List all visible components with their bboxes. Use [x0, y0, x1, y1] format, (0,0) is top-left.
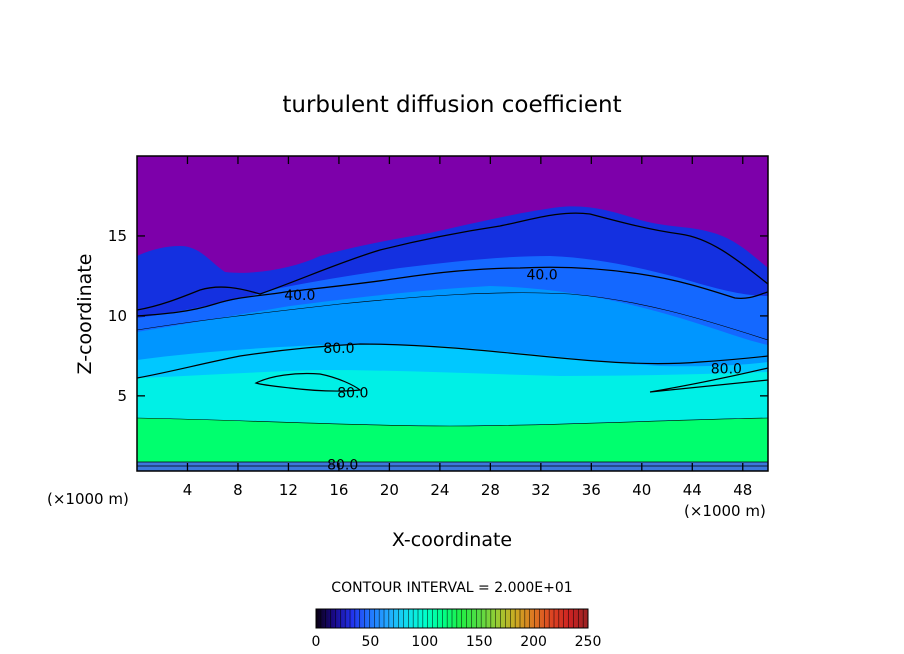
x-tick-label: 36 — [582, 481, 601, 499]
x-tick-label: 32 — [531, 481, 550, 499]
contour-thin-upper — [137, 292, 768, 341]
contour-thin-lower — [137, 417, 768, 427]
colorbar-tick-label: 250 — [575, 634, 602, 650]
contour-label: 80.0 — [323, 341, 354, 357]
x-unit-left: (×1000 m) — [47, 490, 129, 508]
contour-label: 80.0 — [711, 362, 742, 378]
x-tick-label: 44 — [683, 481, 702, 499]
y-tick-label: 10 — [108, 307, 127, 325]
colorbar-ticks: 0 50 100 150 200 250 — [312, 609, 602, 650]
field-surface — [137, 462, 768, 471]
x-axis-label: X-coordinate — [392, 529, 512, 551]
y-tick-label: 5 — [117, 387, 127, 405]
x-unit-right: (×1000 m) — [684, 502, 766, 520]
x-tick-label: 16 — [329, 481, 348, 499]
x-tick-label: 28 — [481, 481, 500, 499]
colorbar-tick-label: 200 — [520, 634, 547, 650]
contour-80-lens — [254, 372, 362, 392]
x-tick-label: 48 — [733, 481, 752, 499]
colorbar-tick-label: 50 — [361, 634, 379, 650]
plot-area: 40.0 40.0 80.0 80.0 80.0 80.0 — [137, 156, 768, 474]
y-tick-label: 15 — [108, 227, 127, 245]
contour-80-upper — [137, 343, 768, 379]
plot-frame — [136, 155, 769, 472]
field-green — [137, 418, 768, 471]
contour-label: 40.0 — [527, 267, 558, 283]
x-tick-label: 4 — [183, 481, 193, 499]
contour-40-lower — [137, 266, 768, 317]
colorbar-tick-label: 100 — [411, 634, 438, 650]
contour-label: 80.0 — [327, 458, 358, 474]
contour-40-upper — [137, 212, 768, 311]
contour-80-right — [649, 367, 768, 393]
colorbar-tick-label: 0 — [312, 634, 321, 650]
y-axis-label: Z-coordinate — [74, 254, 96, 375]
contour-80-bottom — [137, 461, 768, 467]
y-axis-ticks: 5 10 15 — [108, 227, 768, 405]
contour-interval-text: CONTOUR INTERVAL = 2.000E+01 — [331, 580, 572, 596]
x-tick-label: 40 — [632, 481, 651, 499]
x-tick-label: 8 — [233, 481, 243, 499]
x-tick-label: 12 — [279, 481, 298, 499]
x-tick-label: 24 — [430, 481, 449, 499]
contour-label-group: 40.0 40.0 80.0 80.0 80.0 80.0 — [284, 267, 742, 474]
contour-label: 80.0 — [337, 386, 368, 402]
x-tick-label: 20 — [380, 481, 399, 499]
colorbar-tick-label: 150 — [466, 634, 493, 650]
contour-label: 40.0 — [284, 288, 315, 304]
x-axis-ticks: 4 8 12 16 20 24 28 32 36 40 44 48 — [183, 156, 752, 499]
chart-title: turbulent diffusion coefficient — [282, 92, 621, 118]
